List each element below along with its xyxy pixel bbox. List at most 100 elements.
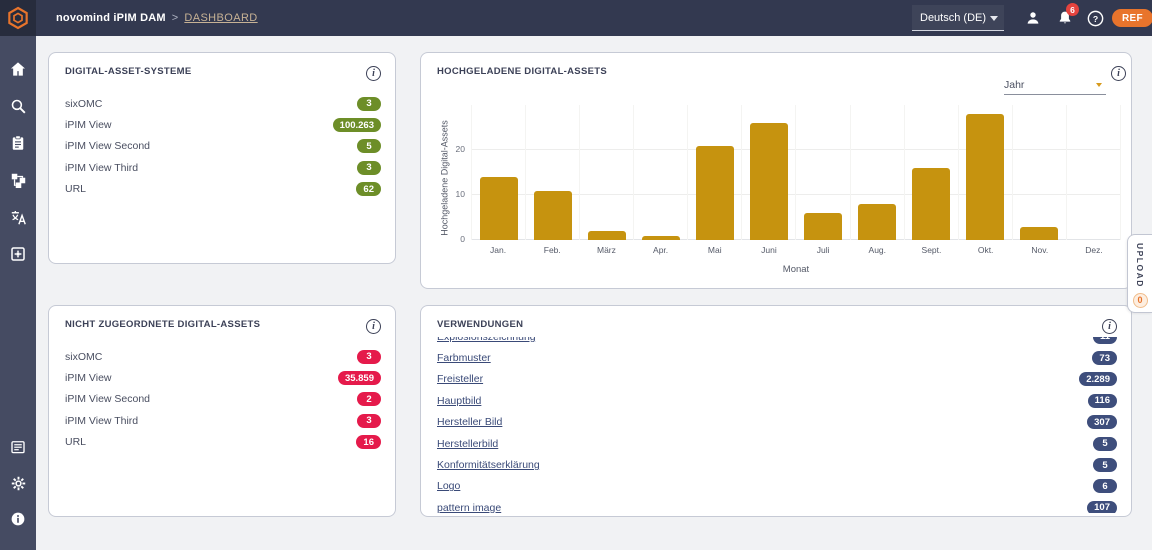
- chart-bar-slot: [795, 105, 849, 240]
- system-label: sixOMC: [65, 350, 103, 363]
- list-item: iPIM View 100.263: [49, 114, 395, 135]
- usages-scroll-viewport[interactable]: Explosionszeichnung 11 Farbmuster 73 Freiste…: [421, 337, 1131, 513]
- sidebar-item-search[interactable]: [0, 91, 36, 121]
- chart-bar[interactable]: [533, 190, 572, 240]
- list-item: pattern image 107: [421, 497, 1131, 513]
- list-item: Konformitätserklärung 5: [421, 454, 1131, 475]
- list-item: iPIM View Third 3: [49, 410, 395, 431]
- usage-link[interactable]: Logo: [437, 480, 461, 493]
- sidebar-item-info[interactable]: [0, 504, 36, 534]
- user-icon: [1027, 12, 1039, 24]
- breadcrumb-separator: >: [171, 12, 179, 24]
- chart-bar-slot: [1011, 105, 1066, 240]
- system-label: iPIM View: [65, 119, 112, 132]
- app-gear-icon: [11, 247, 25, 261]
- card-title: DIGITAL-ASSET-SYSTEME: [65, 66, 192, 77]
- sidebar-item-translations[interactable]: [0, 202, 36, 232]
- chart-bar[interactable]: [804, 213, 842, 240]
- chart-bar[interactable]: [587, 231, 626, 240]
- usage-link[interactable]: Hauptbild: [437, 394, 482, 407]
- usage-link[interactable]: pattern image: [437, 501, 502, 513]
- chart-bar-slot: [471, 105, 525, 240]
- x-tick-label: Jan.: [490, 245, 507, 255]
- translate-icon: [11, 210, 26, 224]
- chart-bar[interactable]: [641, 235, 680, 240]
- system-label: iPIM View Third: [65, 161, 139, 174]
- year-filter-select[interactable]: Jahr: [1004, 75, 1106, 95]
- info-icon[interactable]: i: [1102, 319, 1117, 334]
- upload-panel-tab[interactable]: UPLOAD 0: [1127, 234, 1152, 313]
- x-tick-label: Apr.: [653, 245, 669, 255]
- x-axis-label: Monat: [782, 264, 810, 275]
- chart-bar[interactable]: [695, 145, 734, 240]
- usage-link[interactable]: Explosionszeichnung: [437, 337, 536, 343]
- usage-link[interactable]: Konformitätserklärung: [437, 459, 540, 472]
- chart-bar-slot: [579, 105, 633, 240]
- novomind-hexagon-logo-icon: [8, 6, 28, 30]
- card-verwendungen: VERWENDUNGEN i Explosionszeichnung 11 Farb…: [420, 305, 1132, 517]
- system-label: iPIM View Third: [65, 414, 139, 427]
- usage-link[interactable]: Freisteller: [437, 373, 484, 386]
- usage-link[interactable]: Hersteller Bild: [437, 416, 503, 429]
- chevron-down-icon: [1096, 83, 1102, 87]
- list-item: Logo 6: [421, 476, 1131, 497]
- info-icon[interactable]: i: [366, 66, 381, 81]
- language-select[interactable]: Deutsch (DE): [912, 5, 1004, 31]
- y-axis-ticks: 0 10 20: [445, 105, 465, 244]
- sidebar-item-home[interactable]: [0, 54, 36, 84]
- x-tick-label: Nov.: [1031, 245, 1049, 255]
- count-badge: 62: [356, 182, 381, 197]
- count-badge: 116: [1087, 393, 1117, 408]
- chart-bar[interactable]: [1020, 226, 1059, 240]
- user-account-button[interactable]: [1022, 7, 1044, 29]
- card-title: NICHT ZUGEORDNETE DIGITAL-ASSETS: [65, 319, 261, 330]
- count-badge: 16: [356, 435, 381, 450]
- x-tick-label: Mai: [707, 245, 722, 255]
- system-label: iPIM View Second: [65, 140, 151, 153]
- chart-bar[interactable]: [858, 204, 897, 240]
- sidebar-item-settings[interactable]: [0, 468, 36, 498]
- usage-link[interactable]: Herstellerbild: [437, 437, 499, 450]
- list-item: Herstellerbild 5: [421, 433, 1131, 454]
- breadcrumb-current-dashboard[interactable]: DASHBOARD: [184, 12, 258, 24]
- list-item: Hersteller Bild 307: [421, 412, 1131, 433]
- count-badge: 3: [357, 160, 381, 175]
- usages-list: Explosionszeichnung 11 Farbmuster 73 Freiste…: [421, 337, 1131, 513]
- chart-bar-slot: [849, 105, 904, 240]
- sidebar-item-tasks[interactable]: [0, 128, 36, 158]
- count-badge: 3: [357, 349, 381, 364]
- count-badge: 2.289: [1079, 372, 1117, 387]
- list-item: Explosionszeichnung 11: [421, 337, 1131, 347]
- chart-bar[interactable]: [749, 123, 788, 240]
- upload-tab-label: UPLOAD: [1135, 243, 1145, 288]
- list-item: URL 16: [49, 432, 395, 453]
- gear-icon: [11, 476, 25, 490]
- list-item: Farbmuster 73: [421, 347, 1131, 368]
- notifications-button[interactable]: 6: [1054, 3, 1079, 29]
- info-icon[interactable]: i: [1111, 66, 1126, 81]
- sidebar-item-modules[interactable]: [0, 239, 36, 269]
- app-logo[interactable]: [0, 0, 36, 36]
- card-title: HOCHGELADENE DIGITAL-ASSETS: [437, 66, 607, 77]
- unassigned-list: sixOMC 3 iPIM View 35.859 iPIM View Second 2 i…: [49, 346, 395, 453]
- ref-environment-badge[interactable]: REF: [1112, 9, 1152, 27]
- question-mark-icon: ?: [1087, 10, 1103, 26]
- sidebar-item-structures[interactable]: [0, 165, 36, 195]
- list-item: URL 62: [49, 179, 395, 200]
- info-icon[interactable]: i: [366, 319, 381, 334]
- list-item: iPIM View Second 5: [49, 136, 395, 157]
- sitemap-icon: [11, 173, 25, 188]
- chart-bar[interactable]: [479, 177, 518, 240]
- systems-list: sixOMC 3 iPIM View 100.263 iPIM View Second 5…: [49, 93, 395, 200]
- card-hochgeladene-digital-assets: HOCHGELADENE DIGITAL-ASSETS Jahr i Hochg…: [420, 52, 1132, 289]
- chart-bar[interactable]: [966, 114, 1005, 240]
- help-button[interactable]: ?: [1084, 7, 1106, 29]
- usage-link[interactable]: Farbmuster: [437, 352, 491, 365]
- notification-count-badge: 6: [1066, 3, 1079, 16]
- chart-bar[interactable]: [912, 168, 951, 240]
- count-badge: 3: [357, 413, 381, 428]
- chart-bar-slot: [741, 105, 795, 240]
- sidebar-item-news[interactable]: [0, 432, 36, 462]
- card-digital-asset-systeme: DIGITAL-ASSET-SYSTEME i sixOMC 3 iPIM View…: [48, 52, 396, 264]
- language-value: Deutsch (DE): [920, 11, 987, 24]
